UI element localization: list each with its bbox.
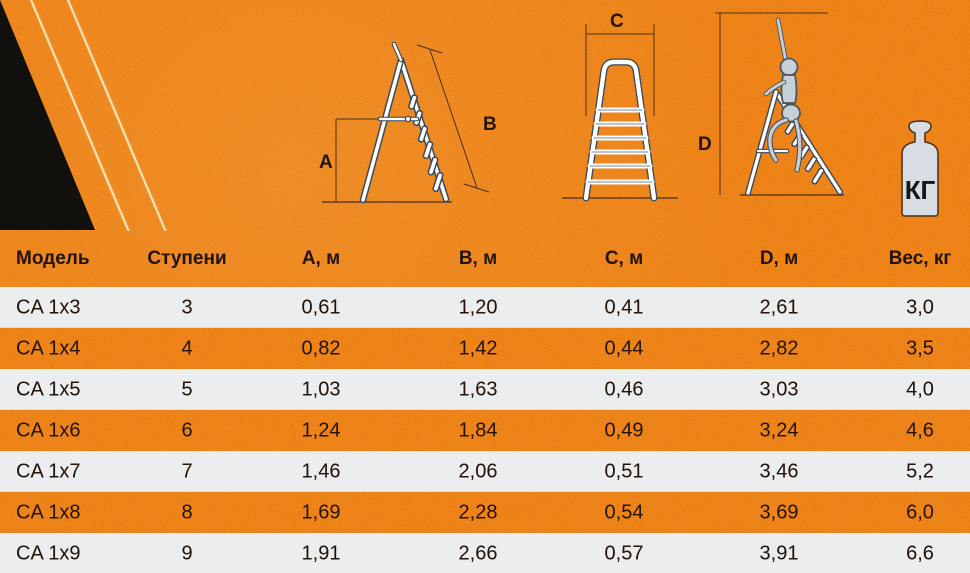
svg-text:A: A	[319, 152, 333, 173]
svg-text:D: D	[698, 134, 712, 155]
svg-text:B: B	[483, 114, 497, 135]
svg-text:КГ: КГ	[905, 175, 936, 205]
svg-text:C: C	[610, 11, 624, 32]
